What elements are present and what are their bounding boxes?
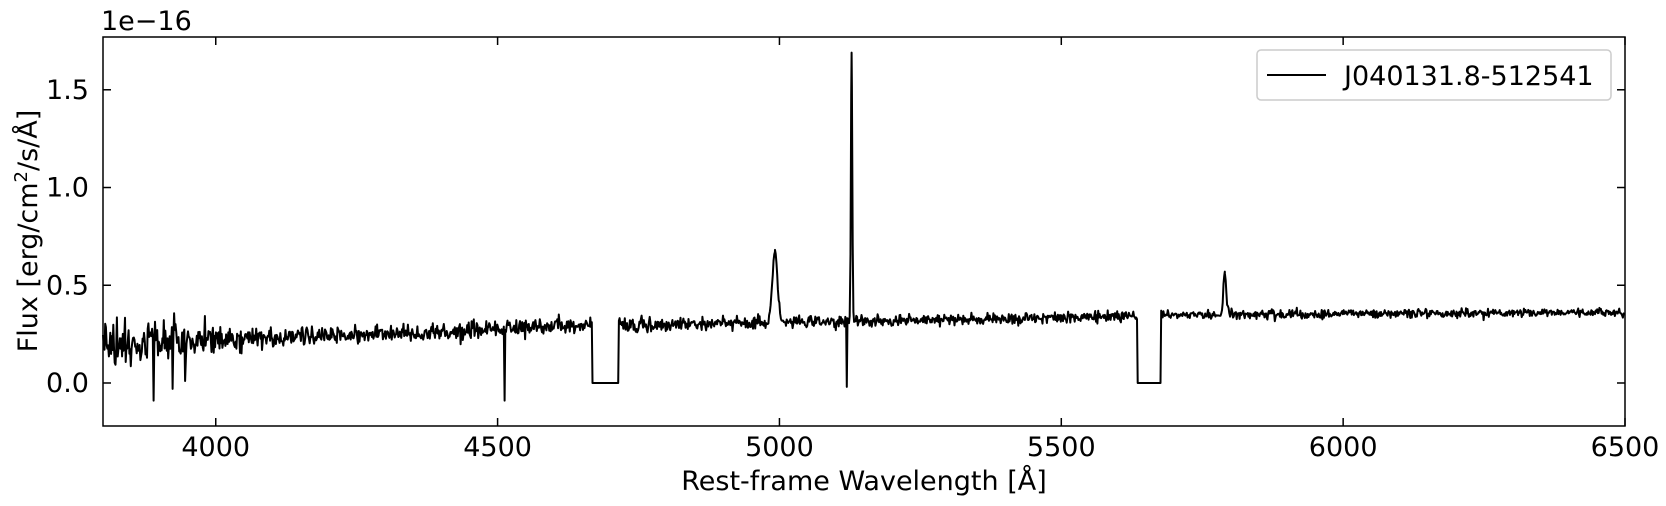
x-tick-label: 4000 — [181, 432, 250, 463]
y-axis-title-superscript: 2 — [11, 171, 32, 182]
y-axis-title: Flux [erg/cm2/s/Å] — [11, 110, 44, 353]
x-axis-title: Rest-frame Wavelength [Å] — [681, 465, 1047, 497]
x-tick-label: 5000 — [745, 432, 814, 463]
y-tick-label: 0.0 — [46, 368, 89, 399]
x-tick-label: 6500 — [1591, 432, 1660, 463]
x-tick-label: 4500 — [463, 432, 532, 463]
y-tick-label: 1.0 — [46, 173, 89, 204]
legend-label: J040131.8-512541 — [1342, 61, 1594, 92]
series-line-spectrum — [102, 51, 1626, 402]
y-axis-title-part2: /s/Å] — [12, 110, 44, 171]
x-axis-ticks: 4000 4500 5000 5500 6000 6500 — [181, 37, 1659, 463]
y-tick-label: 0.5 — [46, 270, 89, 301]
plot-area — [102, 51, 1626, 402]
x-tick-label: 5500 — [1027, 432, 1096, 463]
legend-box — [1256, 49, 1612, 101]
x-tick-label: 6000 — [1309, 432, 1378, 463]
y-tick-label: 1.5 — [46, 75, 89, 106]
y-axis-ticks: 0.0 0.5 1.0 1.5 — [46, 75, 1625, 399]
plot-frame — [102, 36, 1626, 427]
y-axis-title-part1: Flux [erg/cm — [13, 182, 44, 352]
y-offset-label: 1e−16 — [101, 6, 192, 37]
legend: J040131.8-512541 — [1256, 49, 1612, 101]
